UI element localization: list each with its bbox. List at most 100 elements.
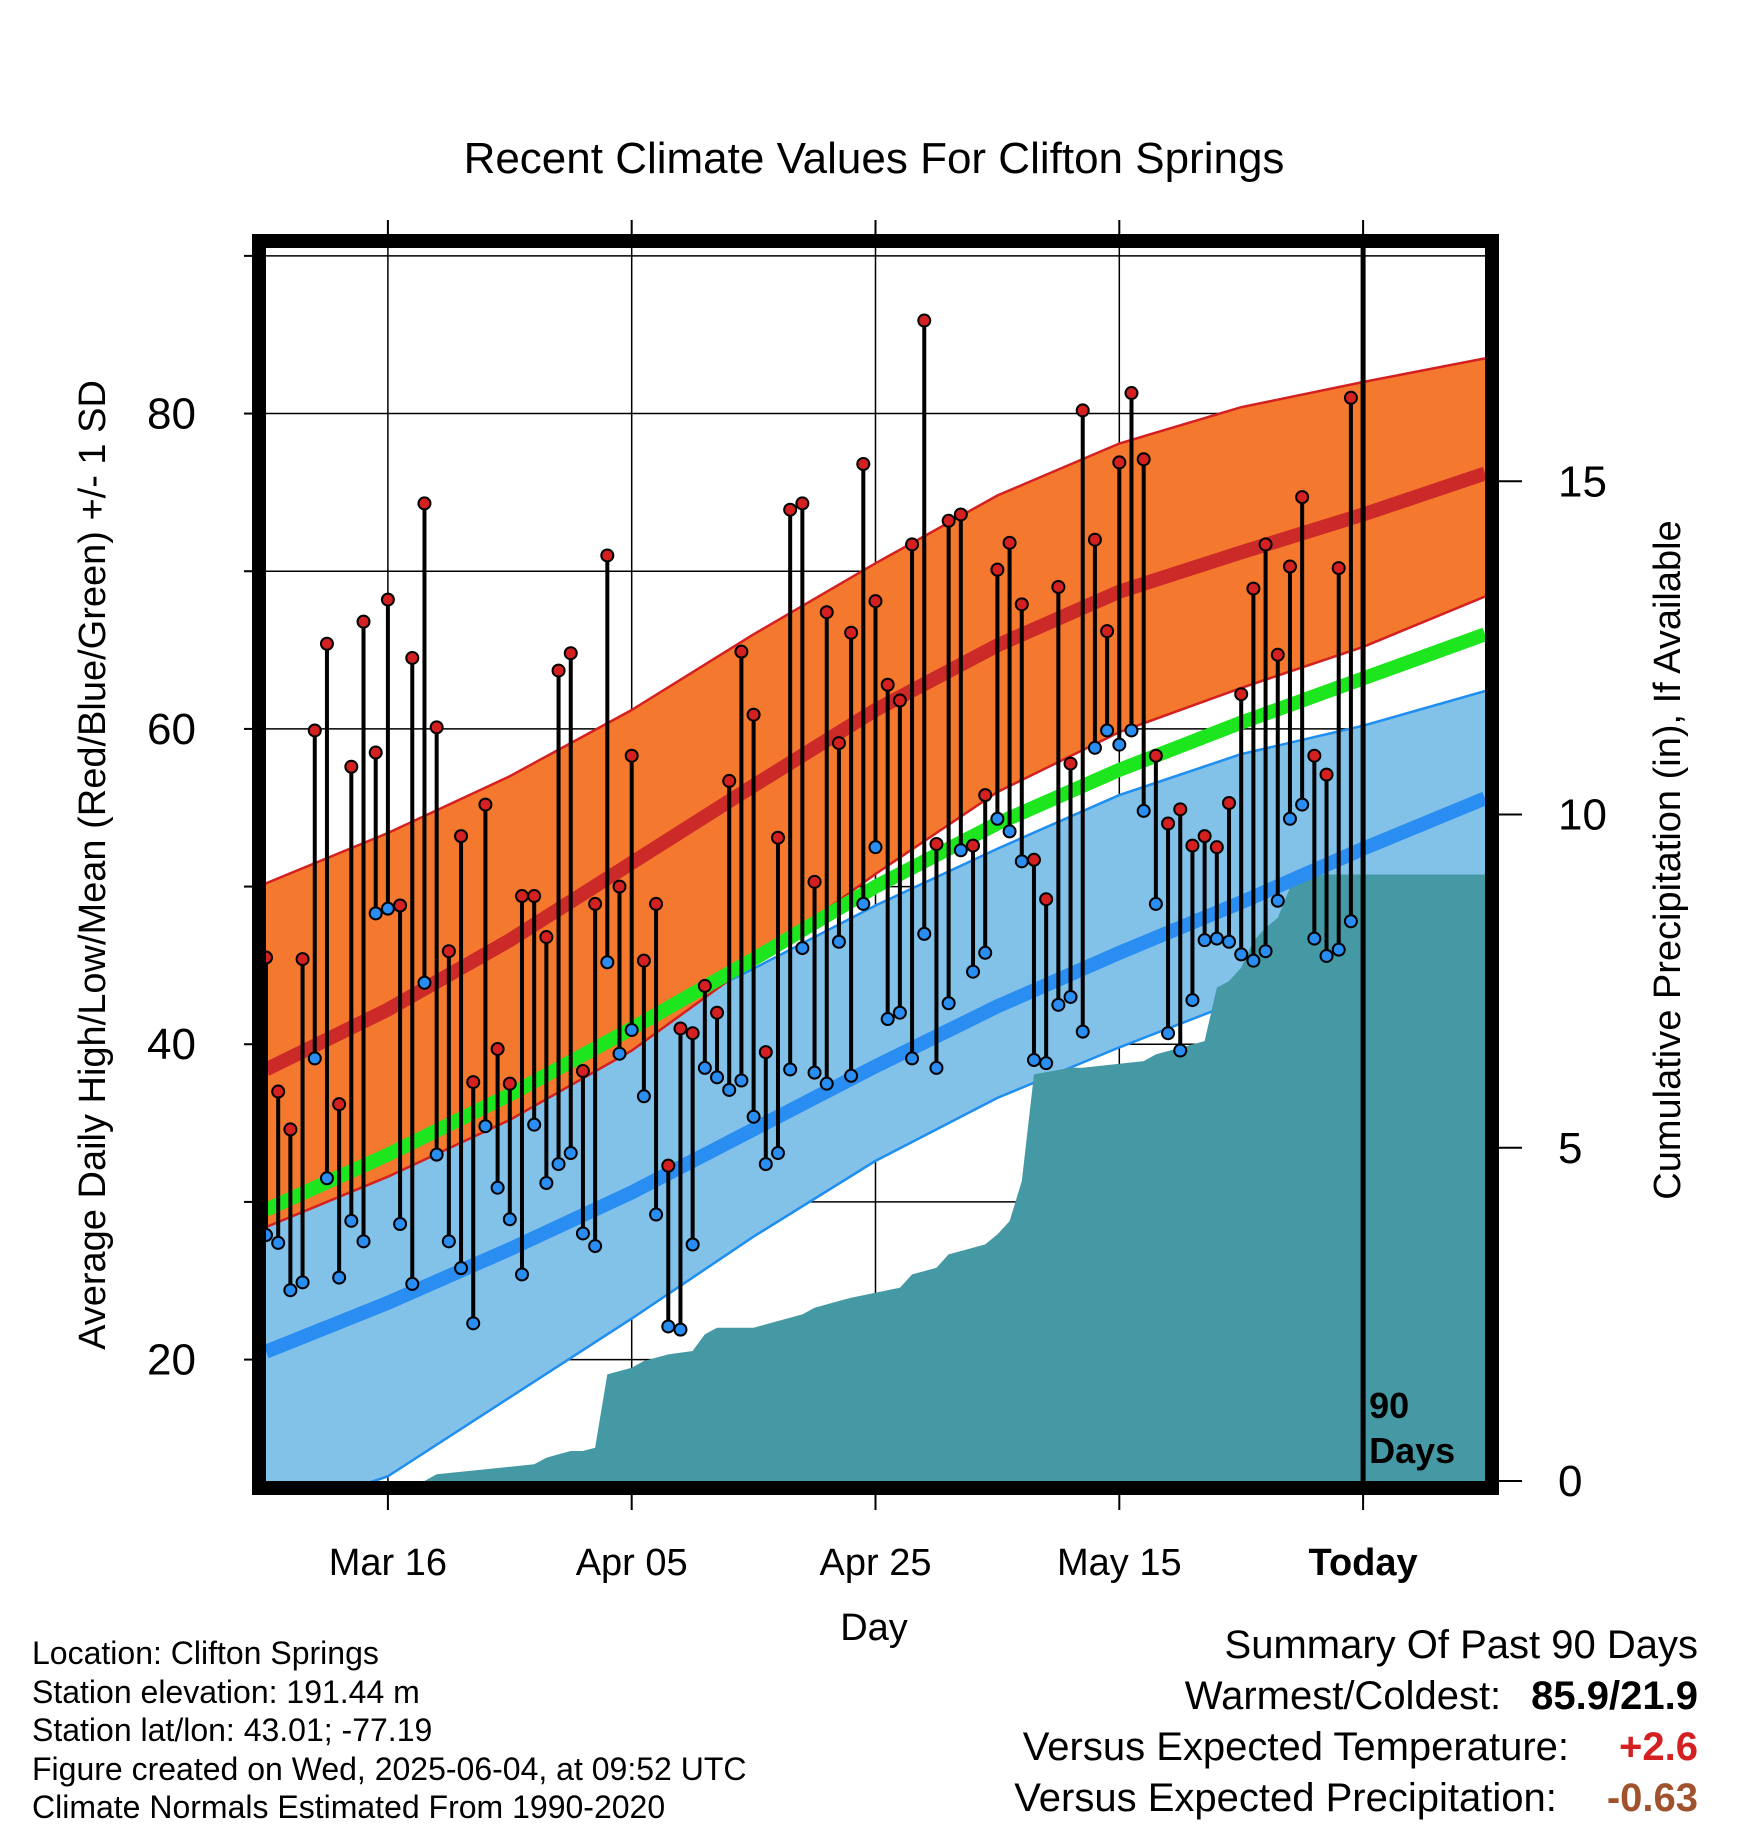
daily-high-point [1075, 403, 1090, 418]
daily-high-point [917, 313, 932, 328]
daily-high-point [1319, 767, 1334, 782]
daily-low-point [454, 1261, 469, 1276]
daily-high-point [1039, 892, 1054, 907]
daily-high-point [892, 693, 907, 708]
daily-high-point [441, 944, 456, 959]
warm-cold-value: 85.9/21.9 [1531, 1674, 1698, 1718]
daily-low-point [1331, 942, 1346, 957]
x-tick-label: Apr 05 [576, 1542, 688, 1584]
daily-low-point [1112, 737, 1127, 752]
daily-low-point [856, 896, 871, 911]
y2-tick-label: 0 [1558, 1457, 1582, 1506]
daily-high-point [868, 594, 883, 609]
daily-high-point [819, 605, 834, 620]
warm-cold-label: Warmest/Coldest: [1184, 1674, 1502, 1718]
daily-low-point [917, 926, 932, 941]
warm-cold-row: Warmest/Coldest: 85.9/21.9 [1014, 1671, 1698, 1722]
daily-low-point [807, 1065, 822, 1080]
daily-high-point [1343, 390, 1358, 405]
x-tick-label: Mar 16 [329, 1542, 447, 1584]
daily-low-point [429, 1147, 444, 1162]
daily-low-point [1319, 948, 1334, 963]
daily-low-point [307, 1051, 322, 1066]
daily-high-point [697, 978, 712, 993]
daily-low-point [795, 941, 810, 956]
daily-low-point [710, 1070, 725, 1085]
elevation-text: Station elevation: 191.44 m [32, 1673, 420, 1710]
daily-low-point [368, 906, 383, 921]
daily-low-point [892, 1005, 907, 1020]
daily-low-point [1051, 997, 1066, 1012]
daily-low-point [783, 1062, 798, 1077]
daily-low-point [685, 1237, 700, 1252]
daily-high-point [380, 592, 395, 607]
daily-high-point [636, 953, 651, 968]
daily-low-point [441, 1234, 456, 1249]
y2-tick-label: 10 [1558, 791, 1607, 840]
daily-high-point [1014, 597, 1029, 612]
daily-low-point [600, 955, 615, 970]
daily-high-point [1173, 802, 1188, 817]
daily-low-point [941, 996, 956, 1011]
daily-high-point [844, 625, 859, 640]
daily-low-point [978, 945, 993, 960]
daily-high-point [266, 950, 273, 965]
daily-low-point [722, 1082, 737, 1097]
daily-high-point [673, 1021, 688, 1036]
daily-high-point [466, 1075, 481, 1090]
daily-high-point [368, 745, 383, 760]
x-tick-label: Apr 25 [820, 1542, 932, 1584]
daily-high-point [685, 1026, 700, 1041]
daily-high-point [612, 879, 627, 894]
daily-high-point [527, 889, 542, 904]
daily-low-point [539, 1175, 554, 1190]
daily-high-point [563, 646, 578, 661]
daily-high-point [332, 1097, 347, 1112]
high-sd-upper-edge [266, 357, 1485, 885]
y2-tick-label: 15 [1558, 457, 1607, 506]
daily-high-point [295, 952, 310, 967]
daily-low-point [356, 1234, 371, 1249]
daily-high-point [953, 507, 968, 522]
daily-low-point [1246, 953, 1261, 968]
daily-high-point [307, 723, 322, 738]
chart-title: Recent Climate Values For Clifton Spring… [464, 134, 1285, 183]
daily-high-point [1209, 840, 1224, 855]
daily-low-point [588, 1239, 603, 1254]
daily-high-point [624, 748, 639, 763]
precip-label: Versus Expected Precipitation: [1014, 1776, 1557, 1820]
daily-high-point [417, 496, 432, 511]
daily-low-point [417, 975, 432, 990]
low-mean-line [266, 791, 1485, 1359]
daily-low-point [1173, 1043, 1188, 1058]
daily-low-point [478, 1119, 493, 1134]
temp-row: Versus Expected Temperature: +2.6 [1014, 1722, 1698, 1773]
daily-high-point [905, 537, 920, 552]
daily-low-point [271, 1235, 286, 1250]
daily-low-point [990, 811, 1005, 826]
daily-low-point [380, 901, 395, 916]
daily-high-point [344, 759, 359, 774]
daily-high-point [831, 736, 846, 751]
daily-high-point [710, 1005, 725, 1020]
daily-high-point [722, 773, 737, 788]
daily-high-point [1234, 687, 1249, 702]
daily-low-point [649, 1207, 664, 1222]
daily-low-point [1063, 989, 1078, 1004]
y-tick-label: 20 [147, 1336, 196, 1385]
daily-low-point [953, 843, 968, 858]
daily-high-point [1258, 537, 1273, 552]
today-marker-label-1: 90 [1369, 1385, 1409, 1426]
daily-low-point [868, 840, 883, 855]
daily-high-point [990, 562, 1005, 577]
daily-low-point [490, 1180, 505, 1195]
y2-tick-label: 5 [1558, 1124, 1582, 1173]
plot-frame [252, 234, 1499, 1495]
daily-low-point [758, 1157, 773, 1172]
daily-high-point [356, 614, 371, 629]
daily-high-point [1295, 490, 1310, 505]
daily-low-point [819, 1076, 834, 1091]
daily-high-point [1222, 796, 1237, 811]
daily-low-point [295, 1275, 310, 1290]
